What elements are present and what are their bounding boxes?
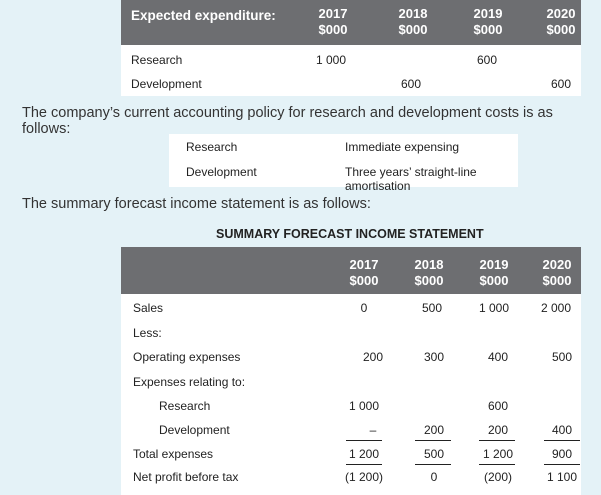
year-label: 2017 bbox=[318, 6, 348, 21]
statement-cell: 500 bbox=[551, 350, 573, 364]
year-column-2017: 2017 $000 bbox=[334, 257, 394, 289]
statement-cell: 600 bbox=[487, 399, 509, 413]
statement-cell: 500 bbox=[423, 447, 445, 461]
year-column-2019: 2019 $000 bbox=[464, 257, 524, 289]
year-label: 2020 bbox=[546, 6, 576, 21]
year-label: 2019 bbox=[473, 6, 503, 21]
unit-label: $000 bbox=[473, 22, 503, 37]
statement-row-label: Total expenses bbox=[133, 447, 214, 461]
unit-label: $000 bbox=[318, 22, 348, 37]
total-rule bbox=[544, 440, 580, 441]
year-column-2020: 2020 $000 bbox=[531, 6, 591, 38]
statement-row-label: Expenses relating to: bbox=[133, 375, 246, 389]
statement-cell: 400 bbox=[551, 423, 573, 437]
statement-cell: 400 bbox=[487, 350, 509, 364]
expenditure-header: Expected expenditure: 2017 $000 2018 $00… bbox=[121, 0, 581, 45]
expenditure-cell: 600 bbox=[400, 77, 422, 91]
statement-cell: 1 200 bbox=[348, 447, 380, 461]
total-rule bbox=[415, 464, 451, 465]
statement-cell: (200) bbox=[483, 470, 512, 484]
year-column-2018: 2018 $000 bbox=[383, 6, 443, 38]
policy-description: Immediate expensing bbox=[345, 140, 460, 154]
expenditure-row-label: Development bbox=[131, 77, 202, 91]
year-label: 2019 bbox=[479, 257, 509, 272]
expenditure-cell: 600 bbox=[476, 53, 498, 67]
statement-row-label: Research bbox=[159, 399, 211, 413]
unit-label: $000 bbox=[542, 273, 572, 288]
unit-label: $000 bbox=[349, 273, 379, 288]
statement-cell: 1 000 bbox=[478, 301, 510, 315]
policy-table: Research Immediate expensing Development… bbox=[169, 134, 518, 193]
year-column-2017: 2017 $000 bbox=[303, 6, 363, 38]
statement-cell: (1 200) bbox=[344, 470, 384, 484]
statement-cell: 500 bbox=[421, 301, 443, 315]
statement-row-label: Less: bbox=[133, 326, 162, 340]
year-label: 2018 bbox=[414, 257, 444, 272]
total-rule bbox=[346, 464, 382, 465]
total-rule bbox=[415, 440, 451, 441]
expenditure-cell: 1 000 bbox=[315, 53, 347, 67]
statement-cell: 300 bbox=[423, 350, 445, 364]
statement-cell: 2 000 bbox=[540, 301, 572, 315]
total-rule bbox=[479, 440, 515, 441]
statement-row-label: Net profit before tax bbox=[133, 470, 239, 484]
statement-cell: 200 bbox=[362, 350, 384, 364]
total-rule bbox=[479, 464, 515, 465]
total-rule bbox=[346, 440, 382, 441]
statement-cell: 0 bbox=[430, 470, 438, 484]
statement-cell: 1 200 bbox=[482, 447, 514, 461]
statement-row-label: Sales bbox=[133, 301, 164, 315]
statement-cell: 1 100 bbox=[546, 470, 578, 484]
total-rule bbox=[544, 464, 580, 465]
statement-cell: – bbox=[369, 423, 377, 437]
unit-label: $000 bbox=[414, 273, 444, 288]
statement-cell: 200 bbox=[487, 423, 509, 437]
year-column-2020: 2020 $000 bbox=[527, 257, 587, 289]
statement-row-label: Operating expenses bbox=[133, 350, 241, 364]
unit-label: $000 bbox=[546, 22, 576, 37]
expenditure-header-label: Expected expenditure: bbox=[131, 8, 276, 23]
expenditure-cell: 600 bbox=[550, 77, 572, 91]
income-statement-table: 2017 $000 2018 $000 2019 $000 2020 $000 … bbox=[121, 247, 581, 495]
statement-cell: 1 000 bbox=[348, 399, 380, 413]
statement-cell: 900 bbox=[551, 447, 573, 461]
policy-description: Three years’ straight-line amortisation bbox=[345, 165, 477, 193]
year-column-2019: 2019 $000 bbox=[458, 6, 518, 38]
statement-intro-text: The summary forecast income statement is… bbox=[22, 196, 371, 212]
year-label: 2020 bbox=[542, 257, 572, 272]
statement-cell: 0 bbox=[360, 301, 368, 315]
statement-header: 2017 $000 2018 $000 2019 $000 2020 $000 bbox=[121, 247, 581, 294]
unit-label: $000 bbox=[398, 22, 428, 37]
policy-intro-text: The company’s current accounting policy … bbox=[22, 105, 553, 137]
policy-item: Research bbox=[186, 140, 238, 154]
year-label: 2018 bbox=[398, 6, 428, 21]
statement-row-label: Development bbox=[159, 423, 230, 437]
expenditure-table: Expected expenditure: 2017 $000 2018 $00… bbox=[121, 0, 581, 96]
unit-label: $000 bbox=[479, 273, 509, 288]
statement-cell: 200 bbox=[423, 423, 445, 437]
statement-title: SUMMARY FORECAST INCOME STATEMENT bbox=[216, 227, 484, 241]
year-label: 2017 bbox=[349, 257, 379, 272]
year-column-2018: 2018 $000 bbox=[399, 257, 459, 289]
expenditure-row-label: Research bbox=[131, 53, 183, 67]
policy-item: Development bbox=[186, 165, 257, 179]
